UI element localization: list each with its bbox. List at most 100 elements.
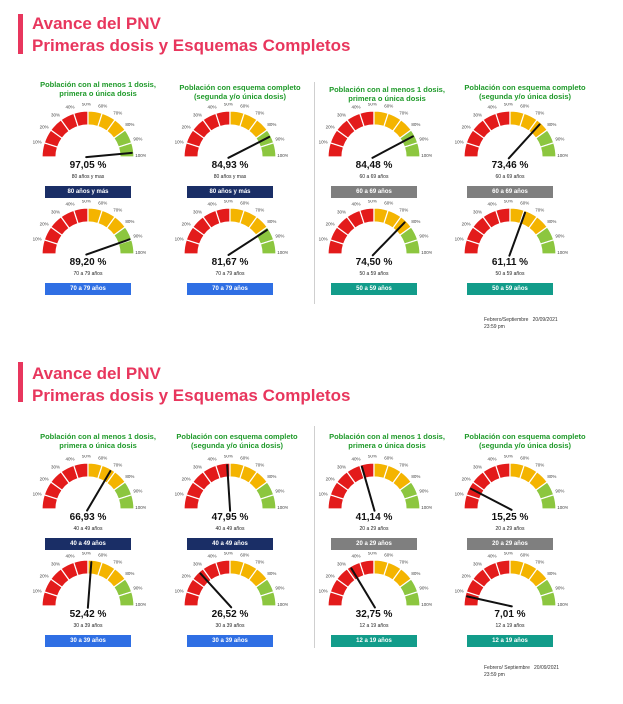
title-accent-bar (18, 362, 23, 402)
gauge-segment (259, 142, 277, 158)
gauge-chart: 10% 20% 30% 40% 50% 60% 70% 80% 90% 100% 47,95 % 40… (172, 455, 288, 555)
gauge-tick-label: 10% (33, 492, 42, 497)
gauge-value-label: 73,46 % (491, 160, 529, 171)
gauge-chart: 10% 20% 30% 40% 50% 60% 70% 80% 90% 100% 81,67 % 70… (172, 200, 288, 300)
gauge-tick-label: 50% (224, 200, 233, 204)
gauge-tick-label: 20% (40, 574, 49, 579)
age-group-badge: 70 a 79 años (45, 283, 131, 295)
gauge-value-label: 66,93 % (69, 512, 107, 523)
gauge-tick-label: 30% (337, 210, 346, 215)
gauge-tick-label: 20% (182, 477, 191, 482)
gauge-segment (403, 239, 421, 255)
gauge-chart: 10% 20% 30% 40% 50% 60% 70% 80% 90% 100% 15,25 % 20… (452, 455, 568, 555)
gauge-chart: 10% 20% 30% 40% 50% 60% 70% 80% 90% 100% 66,93 % 40… (30, 455, 146, 555)
gauge-chart: 10% 20% 30% 40% 50% 60% 70% 80% 90% 100% 52,42 % 30… (30, 552, 146, 652)
gauge-tick-label: 30% (473, 465, 482, 470)
panel-1: Avance del PNV Primeras dosis y Esquemas… (18, 14, 586, 330)
gauge-value-label: 32,75 % (355, 609, 393, 620)
gauge-chart: 10% 20% 30% 40% 50% 60% 70% 80% 90% 100% 61,11 % 50… (452, 200, 568, 300)
gauge-tick-label: 80% (547, 571, 556, 576)
gauge-tick-label: 70% (113, 111, 122, 116)
gauge-value-label: 84,48 % (355, 160, 393, 171)
gauge-tick-label: 10% (319, 140, 328, 145)
gauge-tick-label: 50% (82, 103, 91, 107)
gauge-tick-label: 30% (337, 465, 346, 470)
gauge-svg: 10% 20% 30% 40% 50% 60% 70% 80% 90% 100% (33, 455, 146, 512)
gauge-tick-label: 30% (51, 465, 60, 470)
gauge-tick-label: 20% (326, 222, 335, 227)
gauge-tick-label: 30% (473, 113, 482, 118)
gauge-tick-label: 20% (182, 125, 191, 130)
panel-2: Avance del PNV Primeras dosis y Esquemas… (0, 352, 623, 704)
gauge-tick-label: 80% (125, 219, 134, 224)
gauge-chart: 10% 20% 30% 40% 50% 60% 70% 80% 90% 100% 97,05 % 80… (30, 103, 146, 203)
gauge-age-sublabel: 12 a 19 años (495, 623, 525, 629)
gauge-tick-label: 30% (473, 210, 482, 215)
gauge-tick-label: 80% (267, 219, 276, 224)
gauge-tick-label: 90% (133, 586, 142, 591)
gauge-tick-label: 90% (419, 489, 428, 494)
gauge-tick-label: 50% (368, 552, 377, 556)
gauge-tick-label: 40% (66, 202, 75, 207)
gauge-tick-label: 100% (135, 250, 146, 255)
gauge-tick-label: 10% (455, 492, 464, 497)
gauge-segment (403, 142, 421, 158)
gauge-tick-label: 40% (66, 105, 75, 110)
gauge-tick-label: 20% (326, 125, 335, 130)
gauge-age-sublabel: 80 años y mas (213, 174, 247, 180)
gauge-tick-label: 10% (175, 140, 184, 145)
gauge-needle (507, 123, 541, 160)
gauge-tick-label: 80% (267, 474, 276, 479)
gauge-tick-label: 100% (277, 153, 288, 158)
gauge-tick-label: 100% (421, 250, 432, 255)
gauge-tick-label: 50% (82, 455, 91, 459)
gauge-segment (403, 494, 421, 510)
gauge-tick-label: 60% (240, 456, 249, 461)
gauge-tick-label: 80% (125, 474, 134, 479)
gauge-chart: 10% 20% 30% 40% 50% 60% 70% 80% 90% 100% 7,01 % 12 … (452, 552, 568, 652)
age-group-badge: 40 a 49 años (187, 538, 273, 550)
panel-title: Avance del PNV (32, 364, 161, 383)
gauge-segment (539, 142, 557, 158)
gauge-value-label: 52,42 % (69, 609, 107, 620)
gauge-tick-label: 90% (419, 137, 428, 142)
gauge-segment (539, 591, 557, 607)
age-group-badge: 60 a 69 años (467, 186, 553, 198)
gauge-age-sublabel: 40 a 49 años (73, 526, 103, 532)
gauge-svg: 10% 20% 30% 40% 50% 60% 70% 80% 90% 100% (319, 552, 432, 609)
gauge-tick-label: 10% (455, 589, 464, 594)
gauge-needle (85, 238, 131, 256)
gauge-tick-label: 100% (421, 153, 432, 158)
gauge-tick-label: 90% (555, 234, 564, 239)
column-header: Población con al menos 1 dosis, primera … (329, 432, 445, 450)
column-header: Población con al menos 1 dosis, primera … (40, 80, 156, 98)
gauge-tick-label: 70% (255, 111, 264, 116)
gauge-needle (199, 572, 233, 609)
gauge-value-label: 26,52 % (211, 609, 249, 620)
gauge-tick-label: 70% (399, 208, 408, 213)
gauge-tick-label: 40% (352, 105, 361, 110)
gauge-tick-label: 80% (411, 219, 420, 224)
gauge-age-sublabel: 20 a 29 años (359, 526, 389, 532)
gauge-value-label: 7,01 % (494, 609, 526, 620)
gauge-needle (227, 135, 271, 159)
gauge-tick-label: 40% (488, 457, 497, 462)
gauge-value-label: 81,67 % (211, 257, 249, 268)
gauge-tick-label: 10% (33, 237, 42, 242)
column-header: Población con al menos 1 dosis, primera … (40, 432, 156, 450)
gauge-value-label: 74,50 % (355, 257, 393, 268)
gauge-tick-label: 70% (535, 560, 544, 565)
gauge-needle (371, 221, 406, 257)
gauge-tick-label: 20% (40, 125, 49, 130)
gauge-chart: 10% 20% 30% 40% 50% 60% 70% 80% 90% 100% 74,50 % 50… (316, 200, 432, 300)
gauge-tick-label: 90% (133, 489, 142, 494)
gauge-tick-label: 70% (535, 208, 544, 213)
gauge-value-label: 97,05 % (69, 160, 107, 171)
gauge-tick-label: 100% (557, 505, 568, 510)
gauge-tick-label: 80% (547, 474, 556, 479)
age-group-badge: 80 años y más (187, 186, 273, 198)
gauge-tick-label: 60% (384, 553, 393, 558)
gauge-tick-label: 70% (399, 111, 408, 116)
gauge-tick-label: 60% (98, 201, 107, 206)
gauge-tick-label: 60% (520, 201, 529, 206)
